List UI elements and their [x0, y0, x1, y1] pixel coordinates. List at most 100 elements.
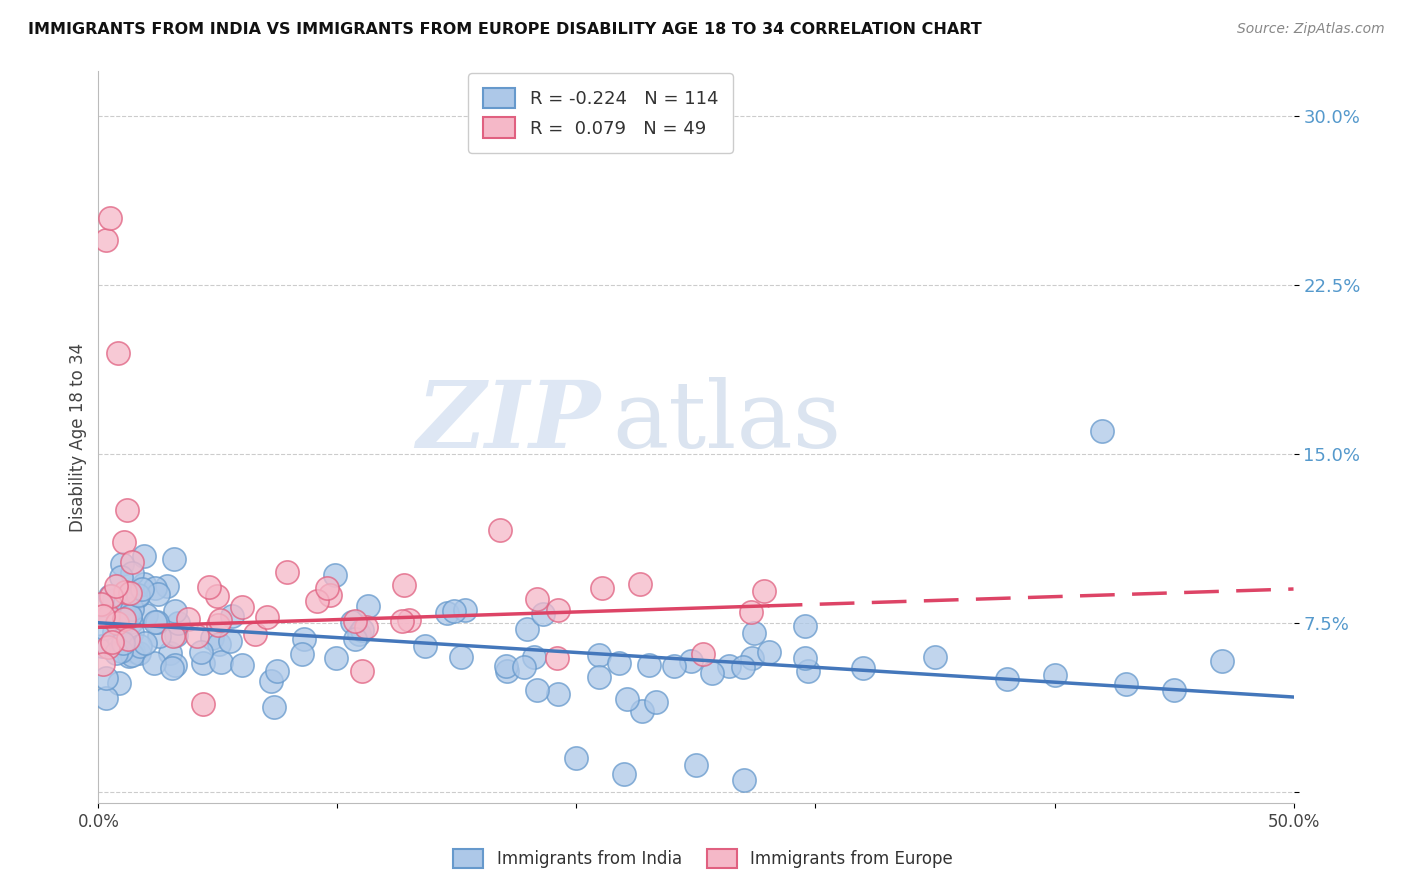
Point	[1163, 683, 1185, 698]
Point	[1043, 667, 1066, 681]
Point	[260, 674, 283, 689]
Point	[117, 632, 139, 646]
Point	[207, 618, 229, 632]
Point	[398, 613, 420, 627]
Point	[115, 503, 138, 517]
Point	[146, 587, 169, 601]
Point	[111, 557, 134, 571]
Point	[356, 620, 378, 634]
Point	[616, 692, 638, 706]
Point	[1091, 425, 1114, 439]
Point	[526, 592, 548, 607]
Legend: R = -0.224   N = 114, R =  0.079   N = 49: R = -0.224 N = 114, R = 0.079 N = 49	[468, 73, 733, 153]
Point	[523, 649, 546, 664]
Point	[793, 650, 815, 665]
Point	[118, 648, 141, 663]
Point	[609, 656, 631, 670]
Point	[350, 623, 373, 637]
Point	[128, 647, 150, 661]
Point	[91, 657, 114, 671]
Point	[160, 661, 183, 675]
Point	[165, 658, 187, 673]
Text: IMMIGRANTS FROM INDIA VS IMMIGRANTS FROM EUROPE DISABILITY AGE 18 TO 34 CORRELAT: IMMIGRANTS FROM INDIA VS IMMIGRANTS FROM…	[28, 22, 981, 37]
Point	[97, 609, 120, 624]
Point	[1211, 654, 1233, 668]
Point	[91, 608, 114, 623]
Point	[221, 608, 243, 623]
Point	[533, 607, 555, 621]
Point	[104, 646, 127, 660]
Point	[94, 671, 117, 685]
Point	[94, 233, 117, 247]
Point	[146, 615, 169, 629]
Point	[758, 645, 780, 659]
Point	[186, 629, 208, 643]
Point	[105, 579, 128, 593]
Point	[717, 658, 740, 673]
Point	[450, 649, 472, 664]
Point	[121, 555, 143, 569]
Point	[114, 596, 136, 610]
Point	[103, 592, 125, 607]
Point	[209, 655, 232, 669]
Point	[744, 625, 766, 640]
Point	[733, 773, 755, 788]
Point	[323, 568, 346, 582]
Point	[243, 627, 266, 641]
Point	[512, 659, 534, 673]
Point	[489, 523, 512, 537]
Point	[207, 590, 229, 604]
Point	[547, 603, 569, 617]
Point	[565, 751, 588, 765]
Point	[98, 211, 122, 225]
Point	[120, 609, 142, 624]
Point	[167, 616, 190, 631]
Point	[105, 615, 128, 630]
Point	[443, 604, 465, 618]
Point	[132, 577, 155, 591]
Point	[495, 659, 517, 673]
Point	[318, 588, 340, 602]
Point	[129, 639, 152, 653]
Point	[325, 651, 347, 665]
Point	[1115, 676, 1137, 690]
Point	[121, 648, 143, 662]
Point	[143, 615, 166, 629]
Point	[127, 589, 149, 603]
Point	[98, 589, 121, 603]
Point	[436, 606, 458, 620]
Point	[93, 621, 115, 635]
Point	[163, 604, 186, 618]
Point	[516, 622, 538, 636]
Point	[148, 629, 170, 643]
Point	[852, 661, 875, 675]
Point	[208, 637, 231, 651]
Point	[100, 634, 122, 648]
Point	[110, 643, 132, 657]
Point	[263, 699, 285, 714]
Point	[156, 579, 179, 593]
Point	[613, 766, 636, 780]
Point	[631, 704, 654, 718]
Point	[733, 660, 755, 674]
Point	[190, 645, 212, 659]
Point	[121, 566, 143, 581]
Point	[588, 648, 610, 662]
Point	[413, 640, 436, 654]
Point	[454, 602, 477, 616]
Point	[103, 624, 125, 639]
Point	[266, 664, 288, 678]
Point	[344, 615, 367, 629]
Point	[112, 534, 135, 549]
Point	[114, 585, 136, 599]
Point	[357, 599, 380, 613]
Point	[526, 682, 548, 697]
Point	[316, 581, 339, 595]
Point	[191, 656, 214, 670]
Point	[120, 615, 142, 630]
Point	[122, 644, 145, 658]
Point	[692, 647, 714, 661]
Point	[177, 612, 200, 626]
Point	[793, 619, 815, 633]
Point	[291, 647, 314, 661]
